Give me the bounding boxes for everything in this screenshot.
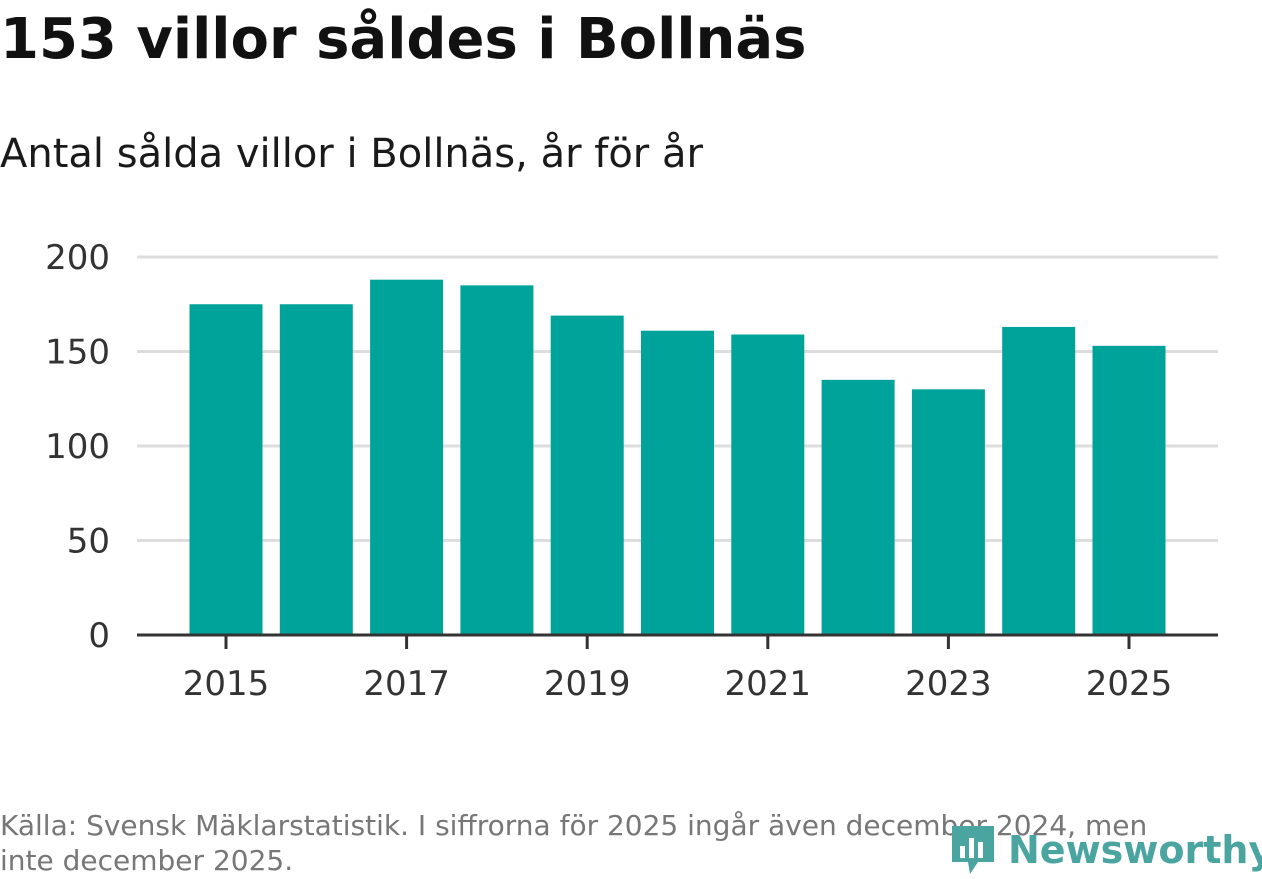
bars [189,279,1166,635]
y-tick-label: 100 [45,427,110,467]
bar-2017 [370,279,444,635]
y-tick-label: 200 [45,238,110,278]
x-tick-label: 2017 [363,664,450,704]
chart-subtitle: Antal sålda villor i Bollnäs, år för år [0,131,703,177]
x-tick-label: 2021 [725,664,812,704]
x-axis-ticks: 2015 2017 2019 2021 2023 2025 [183,635,1173,704]
x-tick-label: 2015 [183,664,270,704]
bar-2019 [550,315,624,635]
bar-2023 [911,389,985,635]
y-tick-label: 50 [67,522,110,562]
newsworthy-logo[interactable]: Newsworthy [948,822,1262,878]
bar-2015 [189,304,263,635]
y-tick-label: 0 [88,616,110,656]
y-axis-tick-labels: 0 50 100 150 200 [45,238,110,656]
x-tick-label: 2023 [905,664,992,704]
source-note: Källa: Svensk Mäklarstatistik. I siffror… [0,809,1148,877]
logo-icon [952,826,994,874]
x-tick-label: 2019 [544,664,631,704]
bar-2021 [731,334,805,635]
bar-2022 [821,379,895,635]
bar-2020 [641,330,714,635]
chart-title: 153 villor såldes i Bollnäs [0,7,807,72]
bar-2018 [460,285,534,635]
x-tick-label: 2025 [1086,664,1173,704]
y-tick-label: 150 [45,333,110,373]
bar-chart: 0 50 100 150 200 2015 2017 2019 2021 2023 2025 [45,238,1218,704]
bar-2016 [279,304,353,635]
bar-2025 [1092,345,1166,635]
logo-wordmark: Newsworthy [1008,828,1262,872]
bar-2024 [1002,326,1076,635]
